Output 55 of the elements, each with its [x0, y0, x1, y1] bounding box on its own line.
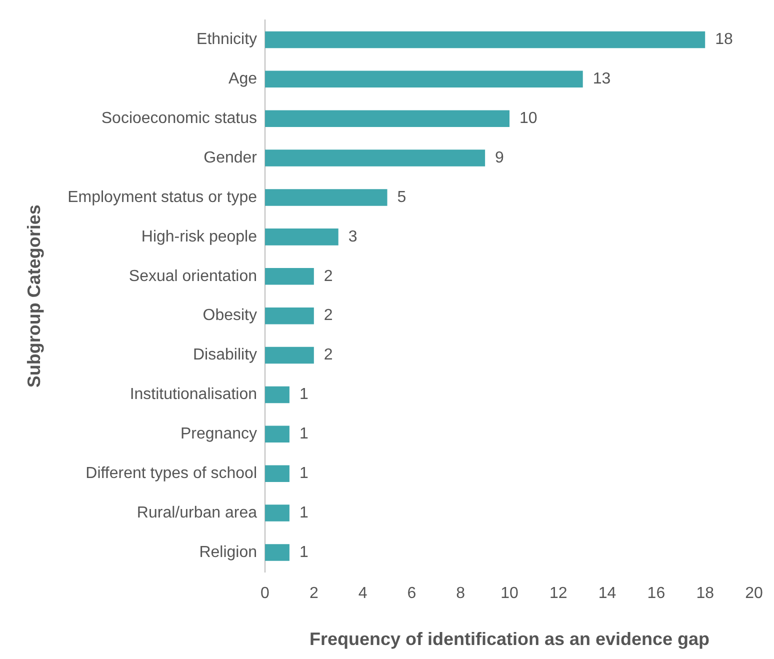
y-tick-label: Rural/urban area	[136, 504, 258, 522]
data-label: 1	[299, 544, 308, 561]
x-tick-label: 6	[407, 585, 416, 602]
bar	[265, 346, 314, 364]
x-tick-label: 4	[358, 585, 368, 602]
data-label: 1	[299, 426, 308, 443]
y-tick-label: Sexual orientation	[128, 268, 258, 285]
bar	[265, 31, 706, 48]
y-tick-label: Socioeconomic status	[101, 110, 258, 128]
data-label: 2	[324, 268, 333, 285]
y-tick-label: Gender	[204, 149, 258, 166]
data-label: 5	[397, 188, 406, 206]
y-tick-label: Different types of school	[86, 465, 258, 482]
bar	[265, 228, 338, 246]
x-tick-label: 20	[745, 585, 763, 602]
data-label: 1	[299, 504, 308, 522]
data-label: 18	[715, 31, 733, 48]
data-label: 10	[520, 110, 538, 128]
data-label: 13	[592, 70, 611, 88]
x-axis-title: Frequency of identification as an evidence gap	[309, 629, 710, 650]
y-tick-label: High-risk people	[141, 228, 258, 246]
bar	[265, 544, 290, 561]
data-label: 9	[495, 149, 504, 166]
y-tick-label: Religion	[199, 544, 258, 561]
y-tick-label: Obesity	[202, 307, 258, 324]
data-label: 2	[324, 307, 333, 324]
bar	[265, 189, 388, 206]
y-tick-label: Disability	[193, 346, 258, 364]
data-label: 3	[348, 228, 358, 246]
data-label: 1	[299, 465, 308, 482]
x-tick-label: 8	[456, 585, 466, 602]
bar	[265, 386, 290, 404]
bar	[265, 504, 290, 522]
y-tick-label: Employment status or type	[68, 188, 258, 206]
y-tick-label: Pregnancy	[180, 426, 258, 443]
x-tick-label: 0	[260, 585, 270, 602]
bar	[265, 150, 486, 166]
x-tick-label: 16	[647, 585, 666, 602]
data-label: 2	[324, 346, 333, 364]
y-tick-label: Institutionalisation	[130, 386, 258, 404]
x-tick-label: 18	[696, 585, 714, 602]
x-tick-label: 12	[550, 585, 568, 602]
y-tick-label: Ethnicity	[196, 31, 258, 48]
bar	[265, 465, 290, 482]
y-axis-title: Subgroup Categories	[24, 204, 44, 388]
bar	[265, 70, 583, 88]
x-tick-label: 2	[309, 585, 318, 602]
bar	[265, 110, 510, 127]
bar	[265, 307, 314, 324]
bar	[265, 426, 290, 443]
y-tick-label: Age	[228, 70, 258, 88]
bar	[265, 268, 314, 285]
x-tick-label: 10	[500, 585, 519, 602]
x-tick-label: 14	[598, 585, 616, 602]
data-label: 1	[299, 386, 308, 404]
